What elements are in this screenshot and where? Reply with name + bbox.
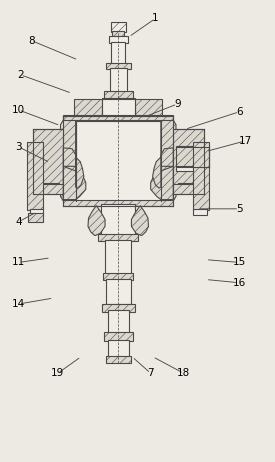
Bar xyxy=(193,209,207,215)
Polygon shape xyxy=(60,120,76,201)
Text: 16: 16 xyxy=(233,278,246,288)
Bar xyxy=(30,209,43,215)
Bar xyxy=(76,120,161,201)
Bar xyxy=(111,22,126,32)
Bar xyxy=(176,146,209,167)
Bar xyxy=(108,310,129,333)
Bar xyxy=(178,183,199,188)
Polygon shape xyxy=(76,157,84,188)
Bar xyxy=(106,63,131,69)
Polygon shape xyxy=(63,148,76,166)
Text: 6: 6 xyxy=(236,107,243,117)
Bar xyxy=(173,129,204,185)
Bar xyxy=(106,356,131,363)
Bar xyxy=(33,184,63,194)
Polygon shape xyxy=(131,206,148,236)
Polygon shape xyxy=(88,206,105,236)
Bar xyxy=(102,304,135,312)
Text: 18: 18 xyxy=(177,368,190,378)
Text: 19: 19 xyxy=(51,368,64,378)
Bar xyxy=(135,99,162,116)
Bar xyxy=(28,213,43,222)
Bar xyxy=(37,183,59,188)
Polygon shape xyxy=(161,120,176,201)
Bar xyxy=(33,129,63,185)
Text: 14: 14 xyxy=(12,299,25,309)
Text: 10: 10 xyxy=(12,105,25,115)
Bar xyxy=(98,234,138,241)
Bar xyxy=(63,116,173,120)
Text: 5: 5 xyxy=(236,204,243,214)
Text: 4: 4 xyxy=(15,217,22,227)
Bar xyxy=(63,200,173,206)
Bar xyxy=(102,98,135,110)
Bar xyxy=(104,91,133,99)
Bar xyxy=(103,273,133,280)
Bar xyxy=(102,99,135,116)
Text: 2: 2 xyxy=(17,70,24,80)
Text: 9: 9 xyxy=(174,99,181,109)
Bar xyxy=(28,142,43,210)
Polygon shape xyxy=(151,166,173,200)
Bar xyxy=(74,99,102,116)
Bar xyxy=(193,142,209,210)
Text: 8: 8 xyxy=(28,36,35,46)
Bar xyxy=(105,240,131,274)
Bar xyxy=(111,42,125,64)
Text: 11: 11 xyxy=(12,257,25,267)
Bar xyxy=(101,204,135,236)
Bar xyxy=(110,68,126,92)
Bar xyxy=(63,116,173,121)
Polygon shape xyxy=(161,148,173,166)
Bar xyxy=(112,31,124,37)
Polygon shape xyxy=(63,166,86,200)
Bar xyxy=(106,279,131,304)
Text: 17: 17 xyxy=(239,136,252,146)
Bar xyxy=(104,332,133,341)
Text: 15: 15 xyxy=(233,257,246,267)
Bar xyxy=(176,166,206,171)
Bar xyxy=(109,36,128,43)
Polygon shape xyxy=(153,157,161,188)
Text: 7: 7 xyxy=(147,368,154,378)
Bar xyxy=(173,184,204,194)
Text: 1: 1 xyxy=(152,13,159,24)
Text: 3: 3 xyxy=(15,142,22,152)
Bar xyxy=(108,340,129,357)
